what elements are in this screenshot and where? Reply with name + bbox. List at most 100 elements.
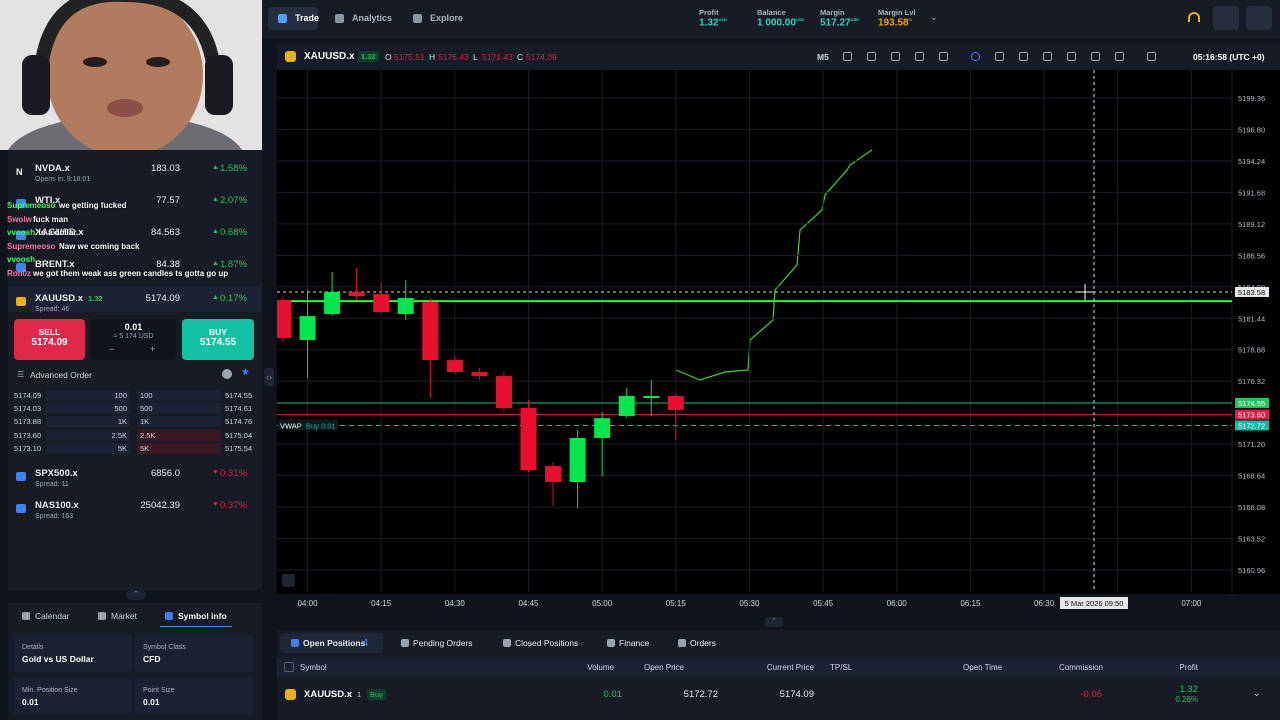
volume-plus[interactable]: + bbox=[150, 344, 156, 354]
toolbar-icon[interactable] bbox=[843, 52, 852, 61]
sell-button[interactable]: SELL 5174.09 bbox=[14, 319, 85, 360]
book-bid-bar bbox=[46, 442, 130, 454]
symbol-flag bbox=[16, 263, 26, 272]
info-tab[interactable]: Symbol info bbox=[178, 611, 227, 621]
book-bid: 5173.10 bbox=[14, 443, 42, 453]
splitter[interactable]: ‹› bbox=[264, 368, 274, 386]
row-profit: 1.32 bbox=[1179, 684, 1199, 695]
toolbar-icon[interactable] bbox=[971, 52, 980, 61]
book-bid-size: 500 bbox=[114, 404, 127, 414]
candle-body bbox=[495, 376, 512, 409]
x-tick-label: 04:00 bbox=[298, 599, 319, 608]
info-label: Min. Position Size bbox=[22, 687, 78, 694]
position-tab[interactable]: Open Positions bbox=[303, 638, 366, 648]
symbol-name[interactable]: XAGUSD.x bbox=[35, 227, 84, 238]
position-tab[interactable]: Pending Orders bbox=[413, 638, 473, 648]
chat-user: Supremeoso bbox=[7, 201, 56, 210]
chat-message: Naw we coming back bbox=[59, 241, 140, 251]
symbol-change: 0.17% bbox=[220, 293, 247, 304]
stat-label: Margin bbox=[820, 8, 845, 17]
rect-shape bbox=[205, 55, 233, 115]
toolbar-icon[interactable] bbox=[1147, 52, 1156, 61]
book-ask: 5175.54 bbox=[225, 443, 253, 453]
column-header: Commission bbox=[1058, 663, 1103, 672]
price-label-bg bbox=[1235, 420, 1269, 431]
position-tab[interactable]: Finance bbox=[619, 638, 650, 648]
toolbar-icon[interactable] bbox=[891, 52, 900, 61]
position-tab[interactable]: Orders bbox=[690, 638, 716, 648]
row-profit-pct: 0.26% bbox=[1175, 695, 1198, 704]
chat-user: Swolw bbox=[7, 214, 32, 224]
nav-icon bbox=[278, 14, 287, 23]
select-all[interactable] bbox=[284, 662, 294, 672]
info-tab[interactable]: Market bbox=[111, 611, 137, 621]
stat-value: 517.27USD bbox=[820, 17, 860, 29]
book-bid-bar bbox=[46, 403, 130, 415]
ellipse-shape bbox=[107, 99, 143, 117]
buy-button[interactable]: BUY 5174.55 bbox=[182, 319, 254, 360]
timeframe[interactable]: M5 bbox=[817, 52, 829, 62]
y-tick-label: 5191.68 bbox=[1238, 188, 1265, 197]
price-label-bg bbox=[1235, 397, 1269, 408]
row-symbol[interactable]: XAUUSD.x bbox=[304, 689, 353, 700]
symbol-change: 2.07% bbox=[220, 195, 247, 206]
topbar bbox=[262, 0, 1280, 38]
ohlc-value: 5174.09 bbox=[526, 52, 557, 62]
icon-button[interactable] bbox=[1246, 6, 1272, 30]
toolbar-icon[interactable] bbox=[939, 52, 948, 61]
toolbar-icon[interactable] bbox=[915, 52, 924, 61]
x-tick-label: 04:15 bbox=[371, 599, 392, 608]
toolbar-icon[interactable] bbox=[1115, 52, 1124, 61]
toolbar-icon[interactable] bbox=[1067, 52, 1076, 61]
book-bid: 5174.09 bbox=[14, 391, 42, 400]
crosshair-price: 5183.58 bbox=[1238, 288, 1265, 297]
stat-unit: % bbox=[908, 17, 913, 22]
symbol-name[interactable]: WTI.x bbox=[35, 195, 61, 206]
volume-minus[interactable]: − bbox=[109, 344, 115, 354]
book-bid-bar bbox=[46, 416, 130, 428]
wifi-icon bbox=[1188, 12, 1200, 22]
y-tick-label: 5168.64 bbox=[1238, 472, 1265, 481]
book-bid: 5173.88 bbox=[14, 417, 42, 427]
nav-tab[interactable]: Explore bbox=[403, 7, 465, 30]
y-tick-label: 5196.80 bbox=[1238, 125, 1265, 134]
info-value: Gold vs US Dollar bbox=[22, 654, 94, 664]
book-ask: 5174.61 bbox=[225, 404, 253, 414]
book-bid-size: 1K bbox=[117, 417, 127, 427]
toolbar-icon[interactable] bbox=[1043, 52, 1052, 61]
buy-price: 5174.55 bbox=[199, 337, 237, 348]
info-tab[interactable]: Calendar bbox=[35, 611, 70, 621]
book-bid-size: 100 bbox=[114, 391, 127, 400]
row-expand[interactable]: ⌄ bbox=[1253, 688, 1261, 698]
position-tab[interactable]: Closed Positions bbox=[515, 638, 579, 648]
symbol-name[interactable]: NAS100.x bbox=[35, 500, 79, 511]
positions-handle[interactable]: ⌃ bbox=[765, 617, 783, 627]
symbol-name[interactable]: XAUUSD.x bbox=[35, 293, 84, 304]
symbol-name[interactable]: SPX500.x bbox=[35, 468, 78, 479]
advanced-order[interactable]: Advanced Order bbox=[30, 370, 92, 380]
nav-tab[interactable]: Trade bbox=[268, 7, 319, 30]
symbol-name[interactable]: BRENT.x bbox=[35, 259, 75, 270]
info-label: Symbol Class bbox=[143, 644, 186, 651]
nav-tab[interactable]: Analytics bbox=[325, 7, 395, 30]
chat-message: we getting fucked bbox=[59, 201, 127, 210]
toolbar-icon[interactable] bbox=[1091, 52, 1100, 61]
symbol-name[interactable]: NVDA.x bbox=[35, 163, 70, 174]
toolbar-icon[interactable] bbox=[1019, 52, 1028, 61]
stat-value: 1.32USD bbox=[699, 17, 727, 29]
icon-button[interactable] bbox=[1213, 6, 1239, 30]
dropdown[interactable]: ⌄ bbox=[930, 12, 938, 22]
toolbar-icon[interactable] bbox=[867, 52, 876, 61]
toolbar-icon[interactable] bbox=[995, 52, 1004, 61]
volume[interactable]: 0.01 bbox=[124, 322, 143, 332]
collapse-handle[interactable]: ⌃ bbox=[127, 590, 145, 600]
book-ask: 5174.55 bbox=[225, 391, 253, 400]
price-label: 5174.55 bbox=[1238, 399, 1265, 408]
chat-user: Supremeoso bbox=[7, 241, 56, 251]
chart: 5199.36 5196.80 5194.24 5191.68 5189.12 5186.… bbox=[277, 70, 1269, 609]
tab-active bbox=[280, 633, 383, 653]
webcam-figure bbox=[0, 0, 262, 150]
stat-unit: USD bbox=[795, 17, 805, 22]
info-tab-icon bbox=[165, 612, 173, 620]
